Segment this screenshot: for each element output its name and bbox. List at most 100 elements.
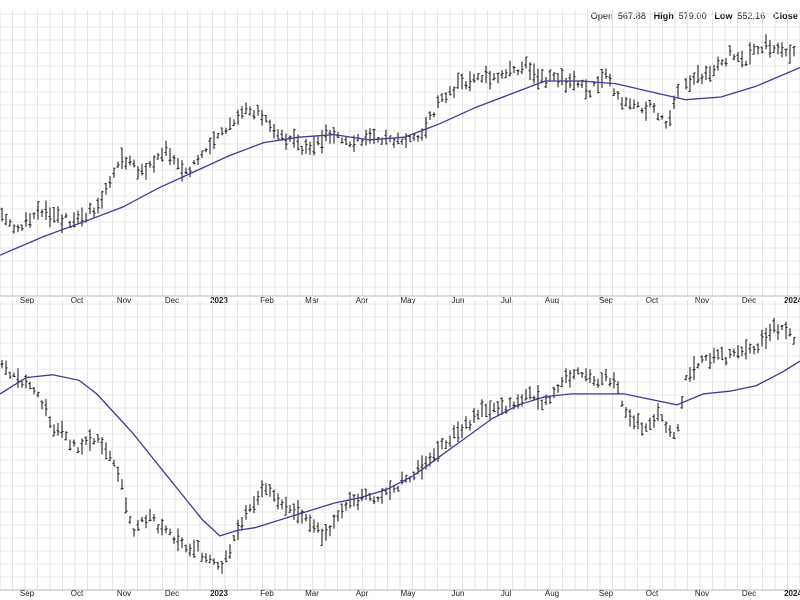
ohlc-bar: [440, 438, 444, 450]
ohlc-bar: [620, 97, 624, 110]
ohlc-bar: [772, 317, 776, 333]
ohlc-bar: [376, 496, 380, 503]
ohlc-bar: [396, 485, 400, 492]
ohlc-bar: [244, 102, 248, 115]
ohlc-bar: [588, 89, 592, 98]
x-tick-label: Oct: [646, 589, 659, 598]
ohlc-bar: [716, 56, 720, 71]
ohlc-bar: [688, 75, 692, 92]
ohlc-bar: [20, 224, 24, 231]
ohlc-bar: [392, 138, 396, 148]
ohlc-bar: [684, 375, 688, 381]
ohlc-bar: [572, 369, 576, 380]
ohlc-bar: [328, 129, 332, 144]
ohlc-bar: [308, 514, 312, 533]
ohlc-bar: [580, 372, 584, 378]
ohlc-bar: [184, 167, 188, 175]
ohlc-bar: [540, 399, 544, 411]
ohlc-bar: [656, 112, 660, 121]
ohlc-bar: [760, 46, 764, 54]
ohlc-bar: [440, 93, 444, 103]
ohlc-bar: [156, 152, 160, 160]
ohlc-bar: [48, 207, 52, 228]
ohlc-bar: [232, 535, 236, 542]
ohlc-bar: [456, 421, 460, 442]
ohlc-bar: [420, 455, 424, 480]
ohlc-bar: [200, 552, 204, 562]
ohlc-bar: [72, 439, 76, 447]
x-tick-label: Mar: [305, 589, 319, 598]
ohlc-bar: [276, 129, 280, 140]
ohlc-bar: [432, 448, 436, 462]
ohlc-bar: [568, 370, 572, 388]
x-tick-label: Feb: [260, 296, 274, 305]
ohlc-bar: [348, 141, 352, 148]
ohlc-bar: [364, 129, 368, 146]
ohlc-bar: [776, 324, 780, 340]
ohlc-bar: [608, 73, 612, 87]
ohlc-bar: [668, 425, 672, 438]
ohlc-bar: [44, 200, 48, 221]
ohlc-bar: [560, 377, 564, 388]
x-tick-label: Oct: [71, 296, 84, 305]
x-tick-label: May: [400, 296, 415, 305]
ohlc-bar: [628, 98, 632, 110]
ohlc-bar: [408, 134, 412, 143]
ohlc-bar: [448, 86, 452, 96]
ohlc-bar: [8, 219, 12, 227]
high-value: 579.00: [678, 11, 707, 21]
ohlc-bar: [344, 136, 348, 146]
ohlc-bar: [364, 488, 368, 501]
chart-panel-1: SepOctNovDec2023FebMarAprMayJunJulAugSep…: [0, 10, 800, 305]
ohlc-bar: [312, 135, 316, 156]
ohlc-bar: [512, 401, 516, 410]
ohlc-bar: [360, 488, 364, 502]
ohlc-bar: [372, 496, 376, 504]
ohlc-bar: [752, 43, 756, 55]
ohlc-bar: [424, 116, 428, 139]
ohlc-readout: Open 567.88 High 579.00 Low 552.16 Close: [589, 11, 800, 21]
ohlc-bar: [520, 61, 524, 75]
ohlc-bar: [660, 115, 664, 120]
ohlc-bar: [76, 210, 80, 224]
ohlc-bar: [388, 480, 392, 501]
ohlc-bar: [508, 60, 512, 77]
ohlc-bar: [260, 480, 264, 498]
ohlc-bar: [536, 384, 540, 410]
ohlc-bar: [628, 409, 632, 427]
ohlc-bar: [56, 206, 60, 224]
ohlc-bar: [76, 447, 80, 454]
ohlc-bar: [236, 109, 240, 125]
ohlc-bar: [268, 119, 272, 132]
x-tick-labels: Sep Oct Nov Dec 2023 Feb Mar Apr May Jun Jul Aug Sep…: [20, 589, 800, 598]
ohlc-bar: [464, 81, 468, 90]
ohlc-bar: [740, 50, 744, 68]
ohlc-bar: [40, 209, 44, 217]
ohlc-bar: [164, 525, 168, 534]
ohlc-bar: [480, 399, 484, 418]
ohlc-bar: [140, 516, 144, 523]
ohlc-bar: [532, 63, 536, 84]
ohlc-bar: [748, 343, 752, 354]
ohlc-bar: [384, 487, 388, 496]
ohlc-bar: [596, 76, 600, 94]
ohlc-bar: [24, 374, 28, 389]
ohlc-bar: [104, 442, 108, 460]
ohlc-bar: [208, 137, 212, 155]
ohlc-bar: [756, 343, 760, 354]
ohlc-bar: [652, 102, 656, 113]
ohlc-bar: [644, 101, 648, 121]
ohlc-bar: [312, 519, 316, 533]
ohlc-bar: [260, 109, 264, 126]
ohlc-bar: [32, 387, 36, 395]
ohlc-bar: [452, 425, 456, 439]
grid: [0, 10, 800, 296]
ohlc-bar: [584, 368, 588, 382]
ohlc-bar: [136, 519, 140, 531]
ohlc-bar: [664, 120, 668, 129]
ohlc-bar: [304, 138, 308, 154]
ohlc-bar: [644, 423, 648, 432]
ohlc-bar: [476, 73, 480, 81]
ohlc-bar: [172, 155, 176, 165]
